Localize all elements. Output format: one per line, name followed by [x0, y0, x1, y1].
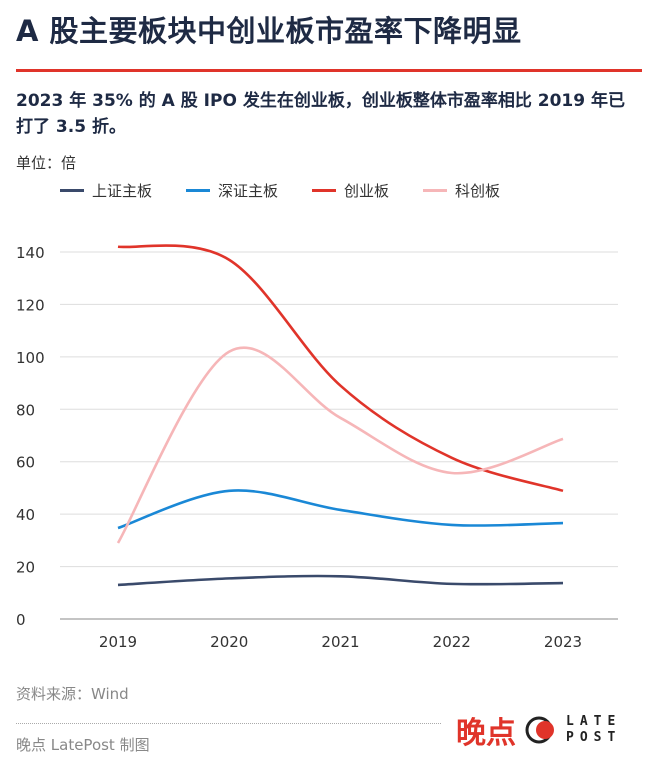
y-tick-label: 100	[16, 349, 45, 367]
y-tick-label: 140	[16, 244, 45, 262]
legend-label: 创业板	[344, 182, 390, 200]
legend-label: 科创板	[455, 182, 501, 200]
y-tick-label: 0	[16, 611, 26, 629]
latepost-logo: 晚点 LATE POST	[456, 708, 621, 752]
chart-title: A 股主要板块中创业板市盈率下降明显	[16, 14, 522, 48]
x-tick-label: 2023	[544, 633, 582, 651]
x-tick-label: 2021	[321, 633, 359, 651]
logo-circle-icon	[525, 716, 554, 744]
legend-item: 上证主板	[60, 180, 152, 201]
legend-item: 深证主板	[186, 180, 278, 201]
x-tick-label: 2019	[99, 633, 137, 651]
legend-swatch	[312, 189, 337, 192]
legend-swatch	[60, 189, 84, 192]
logo-en: LATE POST	[566, 714, 622, 745]
logo-cn: 晚点	[456, 716, 516, 751]
footer-divider	[16, 723, 441, 724]
series-line-1	[117, 574, 564, 587]
legend-label: 上证主板	[92, 182, 153, 200]
y-tick-label: 120	[16, 296, 45, 314]
series-line-4	[116, 346, 564, 544]
credit-note: 晚点 LatePost 制图	[16, 736, 150, 754]
title-rule	[16, 69, 642, 72]
y-tick-label: 20	[16, 559, 35, 577]
source-note: 资料来源：Wind	[16, 685, 129, 703]
y-tick-label: 40	[16, 506, 35, 524]
unit-label: 单位：倍	[16, 154, 77, 172]
chart-subtitle: 2023 年 35% 的 A 股 IPO 发生在创业板，创业板整体市盈率相比 2…	[16, 91, 625, 137]
x-tick-label: 2022	[433, 633, 471, 651]
series-line-2	[117, 489, 564, 530]
legend-item: 科创板	[423, 180, 500, 201]
legend-swatch	[423, 189, 448, 192]
legend-item: 创业板	[312, 180, 389, 201]
series-line-3	[117, 244, 564, 493]
legend: 上证主板 深证主板 创业板 科创板	[60, 180, 500, 201]
y-tick-label: 60	[16, 454, 35, 472]
legend-swatch	[186, 189, 211, 192]
x-tick-label: 2020	[210, 633, 248, 651]
y-tick-label: 80	[16, 401, 35, 419]
legend-label: 深证主板	[218, 182, 279, 200]
